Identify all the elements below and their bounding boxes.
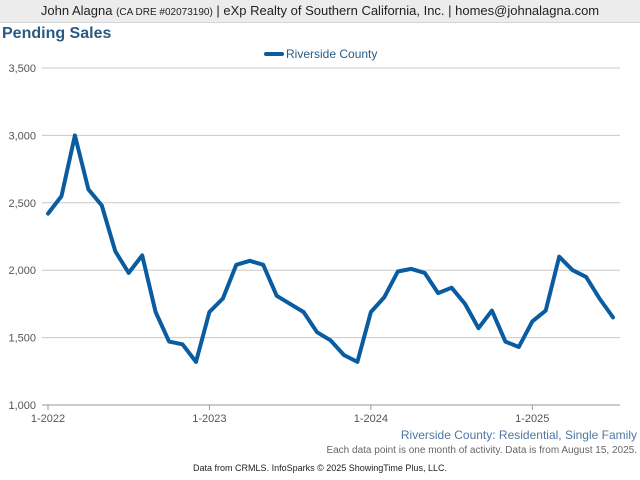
x-tick-label: 1-2025	[515, 413, 549, 425]
y-tick-label: 2,000	[8, 265, 36, 277]
x-tick-label: 1-2022	[31, 413, 65, 425]
data-note: Each data point is one month of activity…	[326, 445, 637, 456]
y-tick-label: 1,000	[8, 400, 36, 412]
y-tick-label: 1,500	[8, 333, 36, 345]
x-tick-label: 1-2023	[192, 413, 226, 425]
footnote: Riverside County: Residential, Single Fa…	[326, 428, 637, 458]
y-tick-label: 3,000	[8, 130, 36, 142]
agent-name: John Alagna	[40, 3, 113, 18]
x-tick-label: 1-2024	[354, 413, 388, 425]
series-line	[46, 133, 615, 364]
legend-label: Riverside County	[286, 47, 377, 61]
agent-details: | eXp Realty of Southern California, Inc…	[216, 3, 600, 18]
chart-subtitle: Riverside County: Residential, Single Fa…	[400, 428, 637, 442]
chart-title: Pending Sales	[2, 25, 112, 42]
data-credit: Data from CRMLS. InfoSparks © 2025 Showi…	[193, 463, 447, 473]
header-bar: John Alagna (CA DRE #02073190) | eXp Rea…	[0, 0, 640, 23]
agent-license: (CA DRE #02073190)	[116, 7, 213, 18]
y-tick-label: 2,500	[8, 198, 36, 210]
y-tick-label: 3,500	[8, 63, 36, 75]
